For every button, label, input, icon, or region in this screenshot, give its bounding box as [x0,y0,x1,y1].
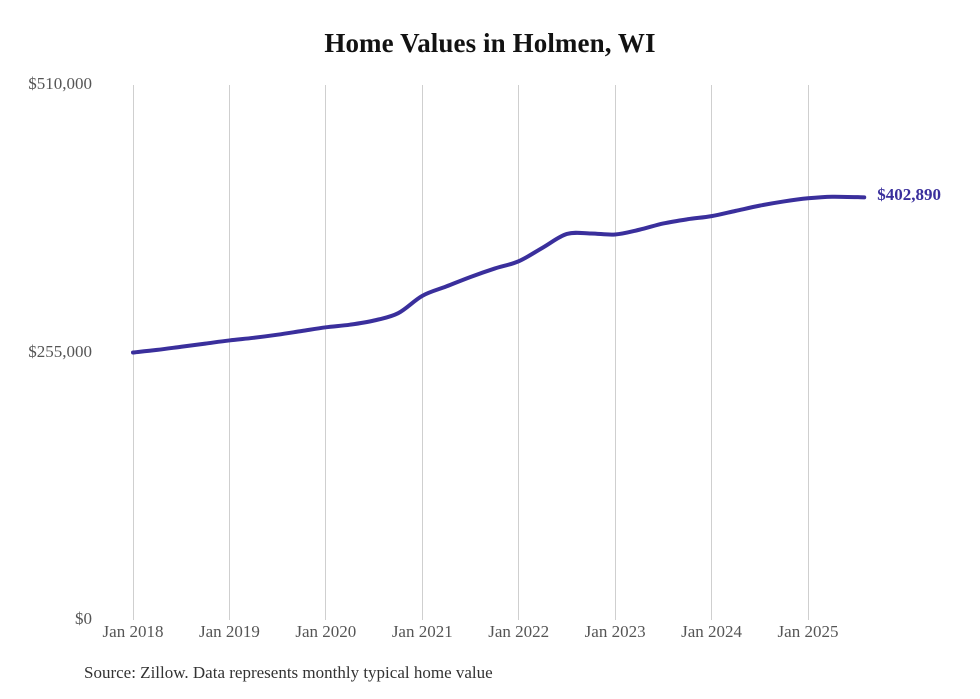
gridline-jan-2024 [711,85,713,620]
gridline-jan-2023 [614,85,616,620]
y-tick-510000: $510,000 [28,74,92,93]
gridline-jan-2019 [228,85,230,620]
gridline-jan-2018 [132,85,134,620]
x-tick-jan-2018: Jan 2018 [102,622,164,641]
y-tick-0: $0 [75,609,92,628]
x-tick-jan-2024: Jan 2024 [681,622,743,641]
x-tick-jan-2021: Jan 2021 [391,622,453,641]
source-note: Source: Zillow. Data represents monthly … [84,663,493,682]
gridline-jan-2025 [807,85,809,620]
home-value-line [131,194,867,355]
x-tick-jan-2023: Jan 2023 [584,622,646,641]
gridline-jan-2020 [325,85,327,620]
x-tick-jan-2019: Jan 2019 [198,622,260,641]
x-tick-jan-2022: Jan 2022 [488,622,550,641]
x-tick-jan-2025: Jan 2025 [777,622,839,641]
chart-title: Home Values in Holmen, WI [324,28,656,58]
gridline-jan-2021 [421,85,423,620]
x-tick-jan-2020: Jan 2020 [295,622,357,641]
end-value-label: $402,890 [877,185,941,205]
gridline-jan-2022 [518,85,520,620]
y-tick-255000: $255,000 [28,341,92,361]
